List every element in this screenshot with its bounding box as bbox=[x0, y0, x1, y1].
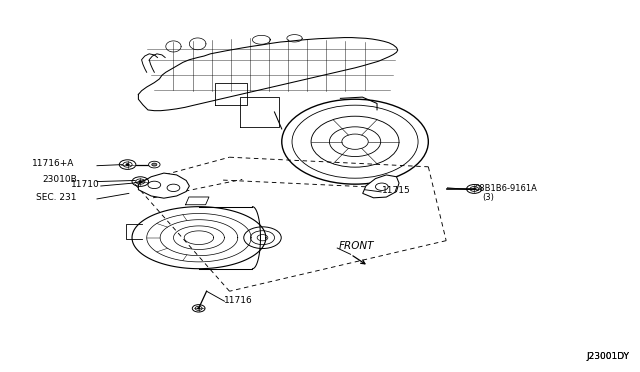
Text: 11715: 11715 bbox=[383, 186, 411, 195]
Text: SEC. 231: SEC. 231 bbox=[36, 193, 77, 202]
Text: (3): (3) bbox=[483, 193, 494, 202]
Circle shape bbox=[473, 188, 476, 190]
Text: 11716+A: 11716+A bbox=[32, 159, 74, 168]
Text: 23010B: 23010B bbox=[43, 175, 77, 184]
Text: 08B1B6-9161A: 08B1B6-9161A bbox=[474, 184, 537, 193]
Circle shape bbox=[197, 308, 200, 309]
Text: 11716: 11716 bbox=[225, 296, 253, 305]
Text: FRONT: FRONT bbox=[339, 241, 374, 251]
Text: J23001DY: J23001DY bbox=[586, 352, 629, 361]
Polygon shape bbox=[138, 173, 189, 198]
Polygon shape bbox=[363, 175, 399, 198]
Text: 11710: 11710 bbox=[72, 180, 100, 189]
Circle shape bbox=[148, 161, 160, 168]
Circle shape bbox=[126, 164, 129, 166]
Circle shape bbox=[139, 181, 142, 183]
Text: J23001DY: J23001DY bbox=[586, 352, 629, 361]
Circle shape bbox=[152, 163, 157, 166]
